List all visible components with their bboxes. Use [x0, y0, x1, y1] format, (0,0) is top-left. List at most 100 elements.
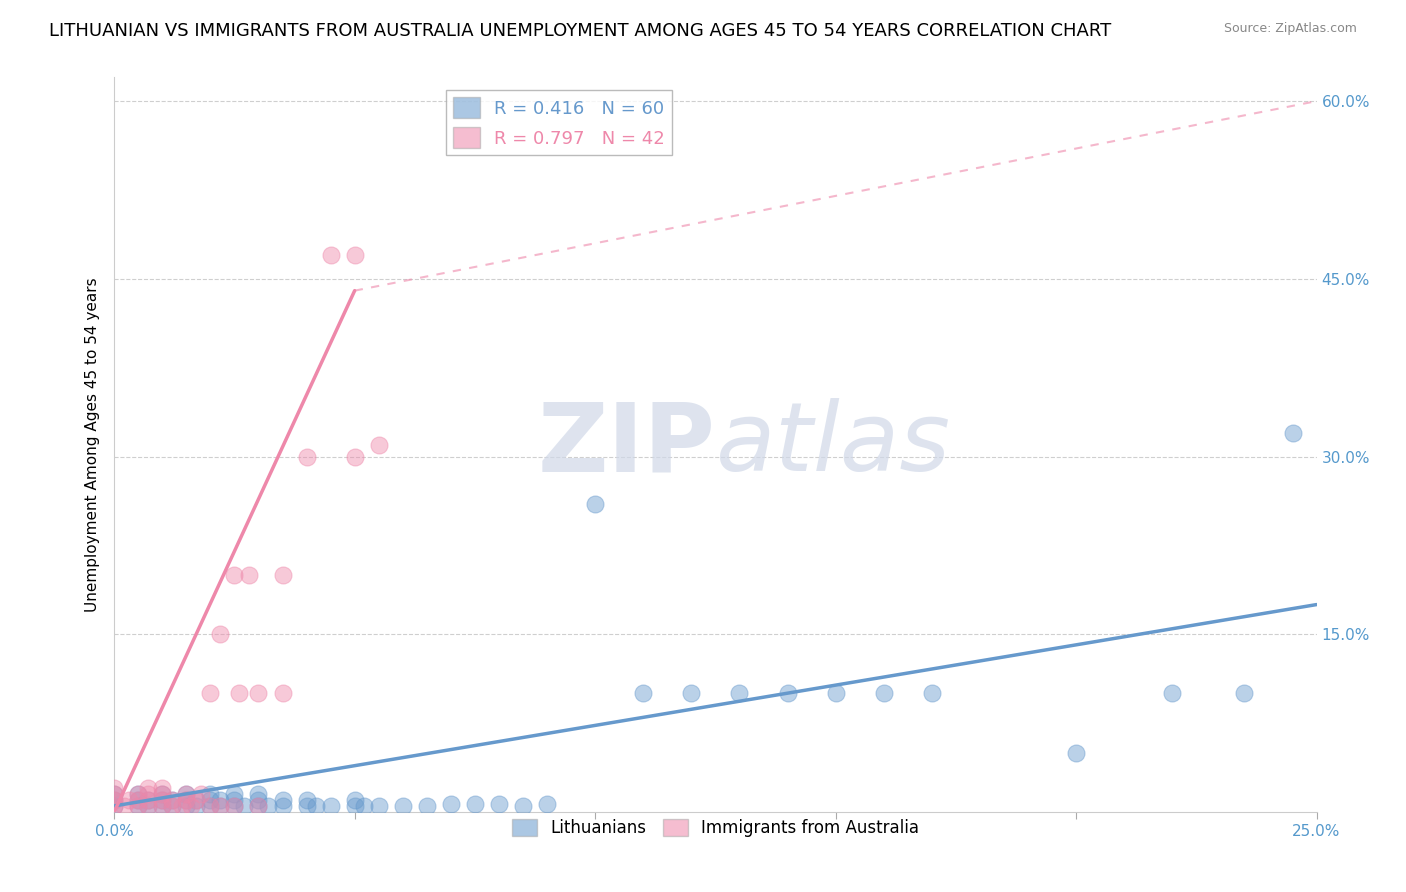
Point: [208, 799, 231, 814]
Point: [150, 799, 173, 814]
Point: [343, 248, 366, 262]
Point: [681, 686, 703, 700]
Point: [233, 799, 256, 814]
Point: [583, 497, 606, 511]
Point: [631, 686, 654, 700]
Point: [464, 797, 486, 811]
Point: [440, 797, 463, 811]
Point: [353, 799, 375, 814]
Point: [190, 787, 212, 801]
Point: [208, 793, 231, 807]
Point: [367, 437, 389, 451]
Point: [117, 793, 139, 807]
Point: [176, 799, 198, 814]
Point: [103, 793, 125, 807]
Point: [150, 787, 173, 801]
Point: [247, 793, 270, 807]
Point: [224, 793, 246, 807]
Legend: Lithuanians, Immigrants from Australia: Lithuanians, Immigrants from Australia: [505, 813, 925, 844]
Point: [228, 686, 250, 700]
Point: [150, 793, 173, 807]
Point: [224, 787, 246, 801]
Text: atlas: atlas: [716, 398, 950, 491]
Point: [127, 787, 149, 801]
Point: [200, 799, 222, 814]
Text: Source: ZipAtlas.com: Source: ZipAtlas.com: [1223, 22, 1357, 36]
Point: [103, 793, 125, 807]
Point: [184, 799, 207, 814]
Point: [1281, 425, 1303, 440]
Point: [103, 799, 125, 814]
Point: [112, 799, 135, 814]
Point: [150, 793, 173, 807]
Point: [136, 793, 159, 807]
Point: [343, 450, 366, 464]
Point: [295, 450, 318, 464]
Point: [103, 799, 125, 814]
Point: [776, 686, 799, 700]
Point: [136, 799, 159, 814]
Point: [160, 799, 183, 814]
Point: [127, 787, 149, 801]
Text: ZIP: ZIP: [537, 398, 716, 491]
Point: [136, 793, 159, 807]
Point: [247, 787, 270, 801]
Point: [224, 799, 246, 814]
Point: [208, 627, 231, 641]
Point: [184, 793, 207, 807]
Point: [160, 793, 183, 807]
Point: [200, 686, 222, 700]
Point: [257, 799, 280, 814]
Point: [921, 686, 943, 700]
Point: [238, 568, 260, 582]
Point: [176, 787, 198, 801]
Point: [200, 787, 222, 801]
Point: [103, 787, 125, 801]
Point: [367, 799, 389, 814]
Point: [127, 793, 149, 807]
Point: [247, 799, 270, 814]
Point: [150, 799, 173, 814]
Point: [728, 686, 751, 700]
Point: [136, 787, 159, 801]
Point: [224, 799, 246, 814]
Point: [103, 781, 125, 796]
Point: [295, 799, 318, 814]
Y-axis label: Unemployment Among Ages 45 to 54 years: Unemployment Among Ages 45 to 54 years: [86, 277, 100, 612]
Point: [536, 797, 558, 811]
Point: [247, 799, 270, 814]
Point: [103, 787, 125, 801]
Point: [160, 799, 183, 814]
Point: [873, 686, 896, 700]
Point: [200, 793, 222, 807]
Point: [176, 787, 198, 801]
Point: [180, 799, 202, 814]
Point: [488, 797, 510, 811]
Point: [136, 781, 159, 796]
Point: [170, 799, 193, 814]
Point: [271, 793, 294, 807]
Point: [247, 686, 270, 700]
Point: [184, 793, 207, 807]
Point: [176, 793, 198, 807]
Point: [391, 799, 413, 814]
Point: [343, 793, 366, 807]
Text: LITHUANIAN VS IMMIGRANTS FROM AUSTRALIA UNEMPLOYMENT AMONG AGES 45 TO 54 YEARS C: LITHUANIAN VS IMMIGRANTS FROM AUSTRALIA …: [49, 22, 1112, 40]
Point: [127, 799, 149, 814]
Point: [150, 781, 173, 796]
Point: [224, 568, 246, 582]
Point: [319, 799, 342, 814]
Point: [343, 799, 366, 814]
Point: [295, 793, 318, 807]
Point: [1064, 746, 1087, 760]
Point: [176, 793, 198, 807]
Point: [271, 568, 294, 582]
Point: [271, 799, 294, 814]
Point: [208, 799, 231, 814]
Point: [1161, 686, 1184, 700]
Point: [127, 799, 149, 814]
Point: [136, 799, 159, 814]
Point: [416, 799, 439, 814]
Point: [150, 787, 173, 801]
Point: [160, 793, 183, 807]
